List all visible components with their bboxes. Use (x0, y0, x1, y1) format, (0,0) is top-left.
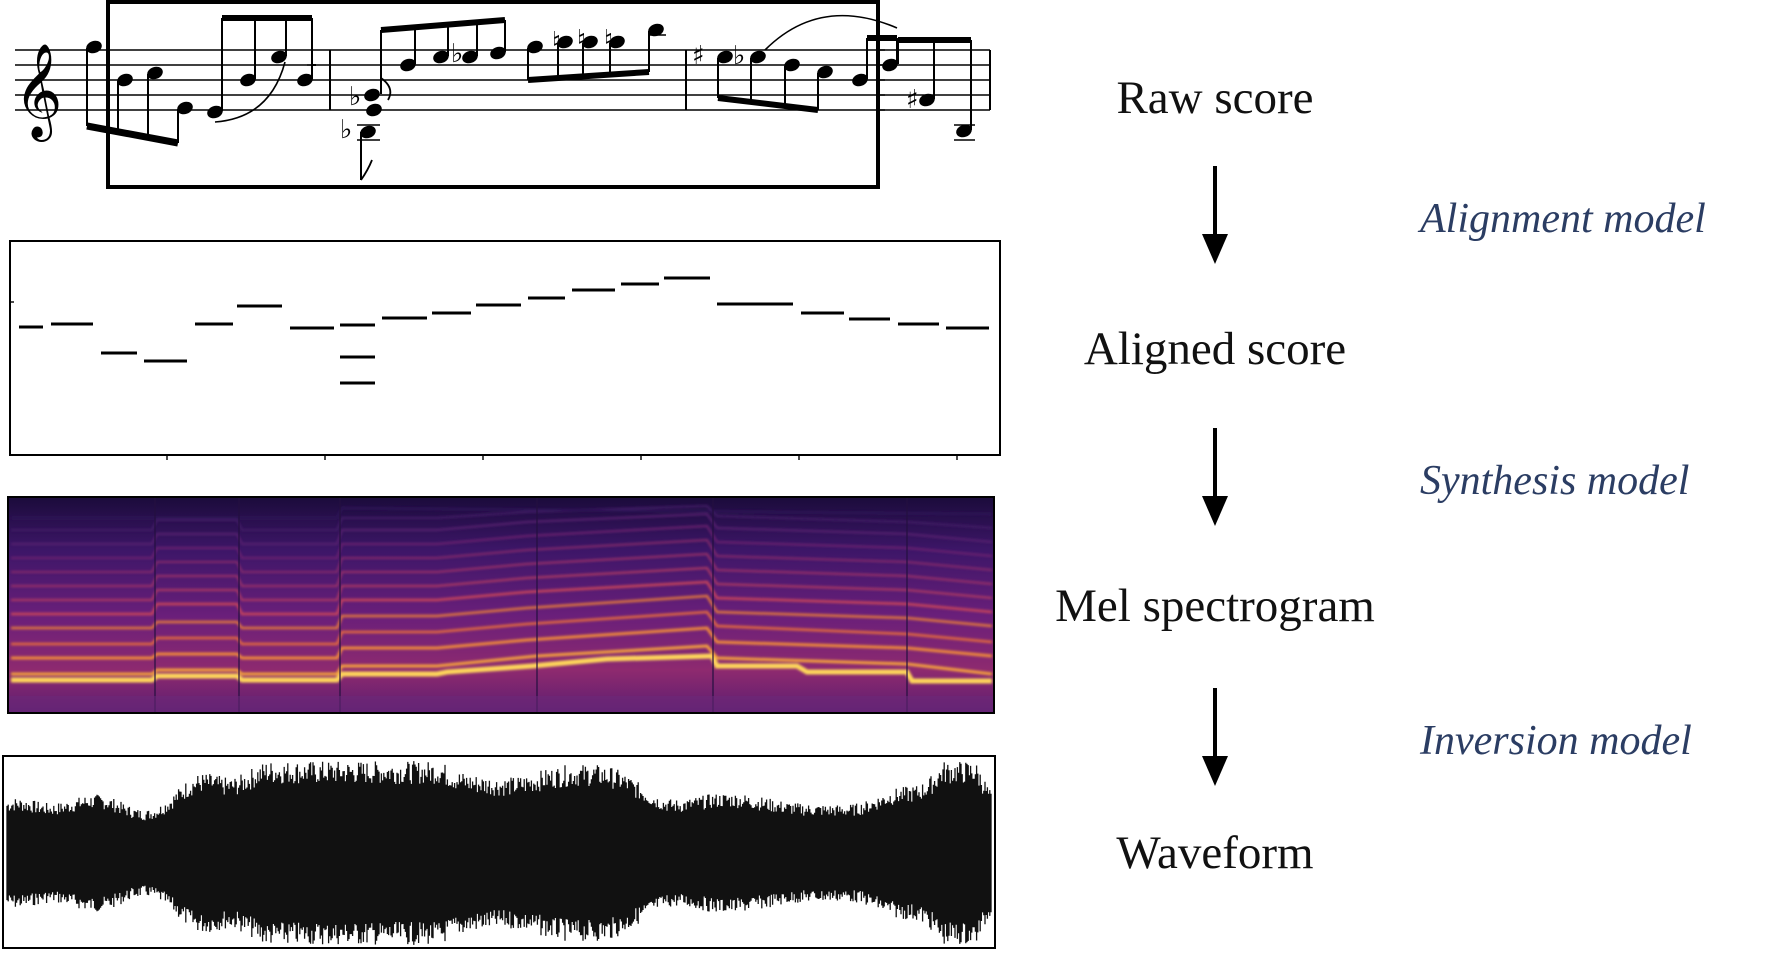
waveform-panel (2, 755, 1002, 951)
natural-sign: ♮ (604, 25, 613, 55)
natural-sign: ♮ (577, 25, 586, 55)
stage-label-raw-score: Raw score (1116, 72, 1314, 124)
measure-1-notes (86, 15, 316, 147)
flat-sign: ♭ (340, 115, 352, 145)
sharp-sign: ♯ (906, 85, 919, 115)
piano-roll-notes (19, 276, 989, 385)
aligned-score-panel (9, 240, 1009, 460)
model-label-alignment: Alignment model (1420, 196, 1706, 242)
score-selection-box (106, 0, 880, 189)
arrow-down-icon (1200, 166, 1230, 266)
mel-spectrogram (7, 496, 995, 714)
waveform-signal (6, 761, 992, 945)
flat-sign: ♭ (451, 39, 463, 69)
arrow-down-icon (1200, 428, 1230, 528)
measure-2-accidentals: ♭ ♭ ♭ ♮ ♮ ♮ (340, 25, 613, 145)
raw-score-panel: 𝄞 (0, 0, 900, 190)
stage-label-mel-spectrogram: Mel spectrogram (1055, 580, 1375, 632)
measure-3-accidentals: ♯ ♭ (692, 41, 745, 71)
waveform (2, 755, 996, 949)
waveform-envelope (6, 761, 992, 945)
treble-clef-icon: 𝄞 (14, 43, 62, 142)
stage-label-aligned-score: Aligned score (1083, 323, 1347, 375)
sharp-sign: ♯ (692, 41, 705, 71)
mel-spectrogram-panel (7, 496, 995, 714)
stage-label-waveform: Waveform (1116, 827, 1314, 879)
arrow-down-icon (1200, 688, 1230, 788)
model-label-synthesis: Synthesis model (1420, 458, 1690, 504)
model-label-inversion: Inversion model (1420, 718, 1692, 764)
spectrogram-onsets (154, 496, 908, 714)
raw-score-ending: ♯ (880, 0, 1000, 190)
bar-lines (329, 50, 687, 110)
flat-sign: ♭ (349, 82, 361, 112)
natural-sign: ♮ (552, 27, 561, 57)
piano-roll-frame (9, 240, 1001, 456)
piano-roll (9, 240, 1001, 460)
raw-score-notation: 𝄞 (14, 0, 898, 189)
piano-roll-ticks (9, 301, 958, 460)
spectrogram-harmonics (11, 504, 993, 684)
measure-2-notes (357, 17, 666, 181)
staff-lines (15, 49, 885, 111)
flat-sign: ♭ (733, 41, 745, 71)
